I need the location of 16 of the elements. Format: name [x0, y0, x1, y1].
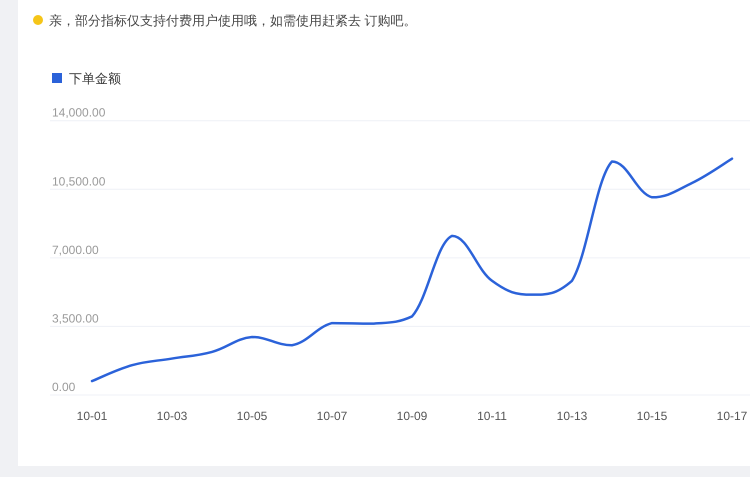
x-tick-label: 10-11: [477, 409, 508, 423]
legend-label: 下单金额: [69, 71, 121, 86]
x-tick-label: 10-03: [156, 409, 188, 423]
y-tick-label: 14,000.00: [52, 106, 106, 120]
y-tick-label: 3,500.00: [52, 311, 100, 326]
y-tick-label: 7,000.00: [52, 242, 100, 257]
y-tick-label: 10,500.00: [52, 174, 106, 188]
text: 亲，部分指标仅支持付费用户使用哦，如需使用赶紧去 订购吧。: [49, 13, 417, 28]
y-tick-label: 0.00: [52, 380, 76, 394]
x-tick-label: 10-09: [396, 409, 428, 423]
x-tick-label: 10-15: [636, 409, 668, 423]
x-tick-label: 10-07: [316, 409, 348, 423]
x-tick-label: 10-01: [76, 409, 108, 423]
x-tick-label: 10-17: [716, 409, 748, 423]
x-tick-label: 10-05: [236, 409, 268, 423]
x-tick-label: 10-13: [556, 409, 588, 423]
